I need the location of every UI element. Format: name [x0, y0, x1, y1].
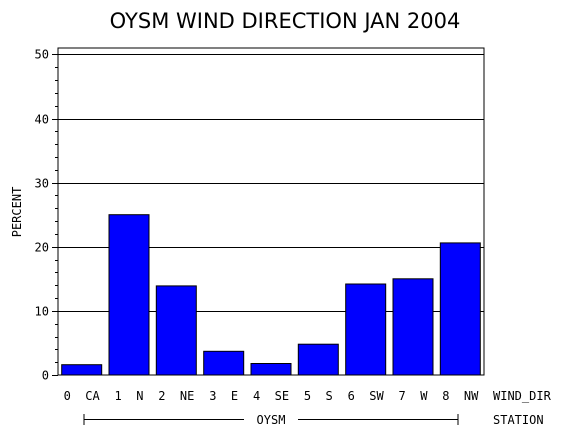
group-label: OYSM: [257, 413, 286, 427]
bar: [297, 343, 339, 376]
x-tick-label: 8 NW: [442, 389, 479, 403]
bar: [61, 364, 103, 376]
x-tick-label: 2 NE: [158, 389, 194, 403]
y-tick-label: 10: [35, 305, 49, 319]
y-tick-label: 40: [35, 113, 49, 127]
bar: [439, 242, 481, 376]
y-tick-label: 20: [35, 241, 49, 255]
x-tick-label: 5 S: [304, 389, 333, 403]
x-tick-label: 4 SE: [253, 389, 289, 403]
y-tick-label: 0: [42, 369, 49, 383]
x-tick-label: 7 W: [399, 389, 429, 403]
bar: [203, 350, 245, 376]
x-tick-label: 3 E: [209, 389, 238, 403]
plot-frame: [57, 47, 485, 376]
y-axis-label: PERCENT: [10, 187, 24, 238]
x-tick-label: 1 N: [115, 389, 144, 403]
x-tick-label: 6 SW: [348, 389, 385, 403]
group-axis-label: STATION: [493, 413, 544, 427]
y-tick-label: 50: [35, 48, 49, 62]
bar: [392, 278, 434, 376]
bars: [61, 214, 481, 376]
x-axis-label: WIND_DIR: [493, 389, 552, 403]
y-axis-ticks: 0 10 20 30 40 50: [35, 48, 58, 383]
x-axis-tick-labels: 0 CA 1 N 2 NE 3 E 4 SE 5 S 6 SW 7 W 8 NW: [64, 389, 479, 403]
y-tick-label: 30: [35, 177, 49, 191]
bar: [108, 214, 150, 376]
bar: [155, 285, 197, 376]
bar: [250, 363, 292, 376]
chart-title: OYSM WIND DIRECTION JAN 2004: [110, 9, 461, 33]
bar: [345, 283, 387, 376]
x-tick-label: 0 CA: [64, 389, 101, 403]
